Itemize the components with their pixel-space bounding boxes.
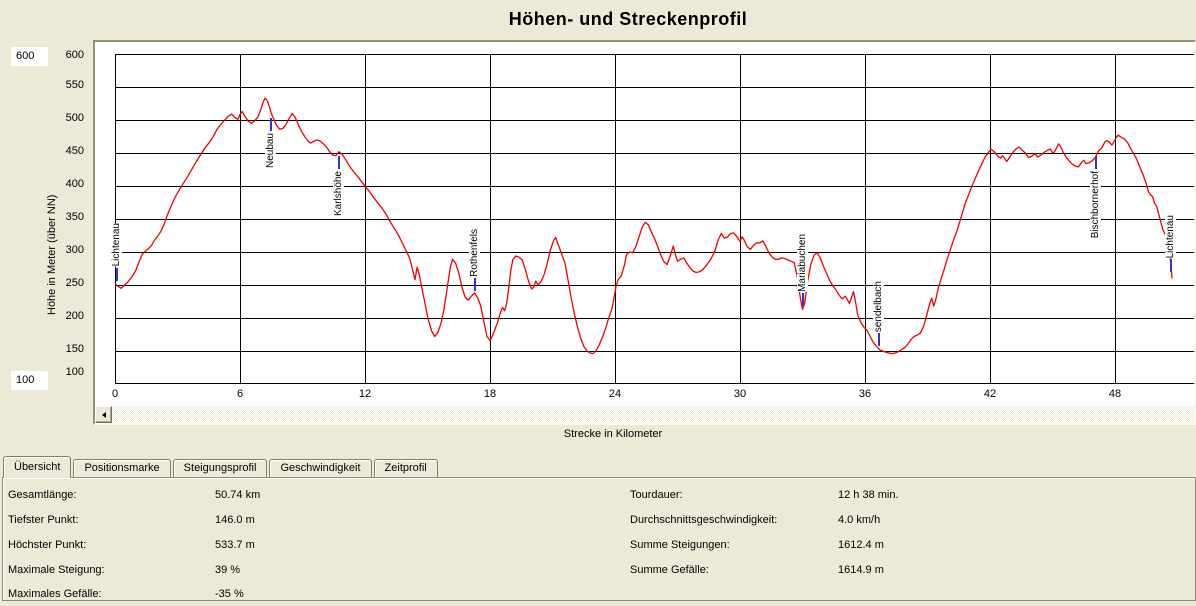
elevation-curve xyxy=(115,97,1173,355)
stat-value: 12 h 38 min. xyxy=(838,489,899,501)
scroll-left-button[interactable] xyxy=(95,406,112,423)
waypoint-label: Rothenfels xyxy=(469,229,481,278)
y-tick-label: 400 xyxy=(65,178,84,190)
plot-area: Lichtenau Neubau Karlshöhe Rothenfels Mariab… xyxy=(111,54,1194,384)
tab-positionsmarke[interactable]: Positionsmarke xyxy=(73,459,171,477)
stat-label: Durchschnittsgeschwindigkeit: xyxy=(630,514,778,526)
stat-label: Höchster Punkt: xyxy=(8,539,87,551)
stat-label: Maximale Steigung: xyxy=(8,564,105,576)
x-tick-label: 48 xyxy=(1108,388,1122,400)
x-tick-label: 18 xyxy=(483,388,497,400)
tab-steigungsprofil[interactable]: Steigungsprofil xyxy=(172,459,268,477)
stat-label: Summe Gefälle: xyxy=(630,564,709,576)
waypoint-tick-icon xyxy=(1095,156,1098,169)
y-tick-label: 450 xyxy=(65,145,84,157)
scroll-left-icon xyxy=(101,411,106,418)
y-tick-label: 300 xyxy=(65,244,84,256)
stat-value: 1612.4 m xyxy=(838,539,884,551)
stat-value: -35 % xyxy=(215,588,244,600)
x-axis-title: Strecke in Kilometer xyxy=(563,428,663,440)
waypoint-label: Lichtenau xyxy=(111,223,123,267)
y-axis-max-field[interactable]: 600 xyxy=(11,47,48,66)
y-tick-label: 350 xyxy=(65,211,84,223)
waypoint-label: Neubau xyxy=(265,132,277,168)
chart-horizontal-scrollbar[interactable] xyxy=(95,406,1194,423)
y-tick-label: 250 xyxy=(65,277,84,289)
waypoint-tick-icon xyxy=(116,267,119,281)
waypoint-tick-icon xyxy=(474,278,477,292)
x-tick-label: 24 xyxy=(608,388,622,400)
overview-tab-page xyxy=(2,477,1196,601)
tab-bar: Übersicht Positionsmarke Steigungsprofil Ge… xyxy=(3,456,440,478)
waypoint-tick-icon xyxy=(1169,259,1172,273)
waypoint-label: Karlshöhe xyxy=(332,171,344,217)
x-tick-label: 36 xyxy=(858,388,872,400)
stat-label: Maximales Gefälle: xyxy=(8,588,102,600)
y-tick-label: 550 xyxy=(65,79,84,91)
y-tick-label: 100 xyxy=(65,366,84,378)
stat-label: Gesamtlänge: xyxy=(8,489,77,501)
y-tick-label: 600 xyxy=(65,49,84,61)
y-tick-label: 200 xyxy=(65,310,84,322)
waypoint-tick-icon xyxy=(801,292,804,306)
stat-value: 533.7 m xyxy=(215,539,255,551)
x-tick-label: 12 xyxy=(358,388,372,400)
stat-value: 50.74 km xyxy=(215,489,261,501)
stat-label: Tourdauer: xyxy=(630,489,683,501)
page-title: Höhen- und Streckenprofil xyxy=(508,9,748,29)
y-tick-label: 150 xyxy=(65,343,84,355)
stat-value: 146.0 m xyxy=(215,514,255,526)
waypoint-label: Mariabuchen xyxy=(796,233,808,292)
tab-geschwindigkeit[interactable]: Geschwindigkeit xyxy=(269,459,372,477)
elevation-profile-svg xyxy=(115,54,1194,384)
tab-uebersicht[interactable]: Übersicht xyxy=(3,456,72,478)
y-tick-label: 500 xyxy=(65,112,84,124)
stat-value: 39 % xyxy=(215,564,241,576)
stat-value: 1614.9 m xyxy=(838,564,884,576)
stat-label: Tiefster Punkt: xyxy=(8,514,79,526)
stat-value: 4.0 km/h xyxy=(838,514,881,526)
elevation-chart: Lichtenau Neubau Karlshöhe Rothenfels Mariab… xyxy=(93,40,1196,425)
x-tick-label: 30 xyxy=(733,388,747,400)
y-axis-min-field[interactable]: 100 xyxy=(11,371,48,390)
stat-label: Summe Steigungen: xyxy=(630,539,730,551)
x-tick-label: 42 xyxy=(983,388,997,400)
waypoint-label: Lichtenau xyxy=(1164,214,1176,259)
waypoint-label: Bischbornerhof xyxy=(1090,171,1102,239)
waypoint-tick-icon xyxy=(270,117,273,131)
tab-zeitprofil[interactable]: Zeitprofil xyxy=(373,459,438,477)
waypoint-tick-icon xyxy=(337,156,340,169)
waypoint-tick-icon xyxy=(877,333,880,347)
waypoint-label: sendelbach xyxy=(872,280,884,333)
x-tick-label: 6 xyxy=(236,388,244,400)
x-tick-label: 0 xyxy=(111,388,119,400)
